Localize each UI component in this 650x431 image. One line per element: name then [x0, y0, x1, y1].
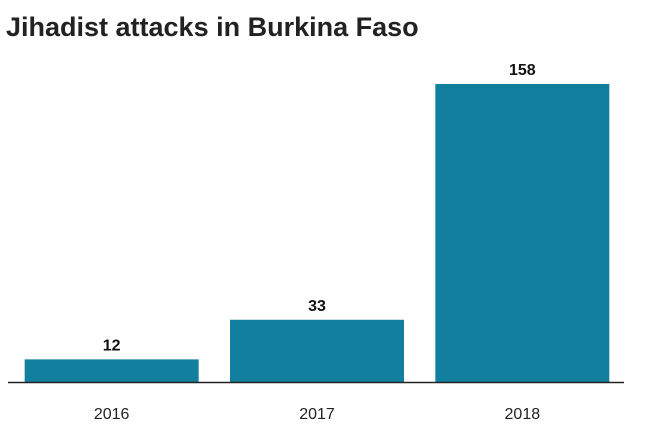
x-tick-labels-group: 2016 2017 2018 — [94, 406, 540, 423]
x-tick-label-2017: 2017 — [299, 406, 335, 423]
bar-2016 — [24, 359, 199, 382]
value-label-2017: 33 — [308, 298, 326, 315]
value-label-2018: 158 — [509, 62, 536, 79]
x-tick-label-2018: 2018 — [505, 406, 541, 423]
bar-2018 — [435, 84, 610, 382]
bar-2017 — [230, 319, 404, 382]
value-label-2016: 12 — [103, 337, 121, 354]
chart-title: Jihadist attacks in Burkina Faso — [6, 12, 419, 42]
bars-group — [24, 84, 610, 382]
value-labels-group: 12 33 158 — [103, 62, 536, 354]
x-tick-label-2016: 2016 — [94, 406, 130, 423]
